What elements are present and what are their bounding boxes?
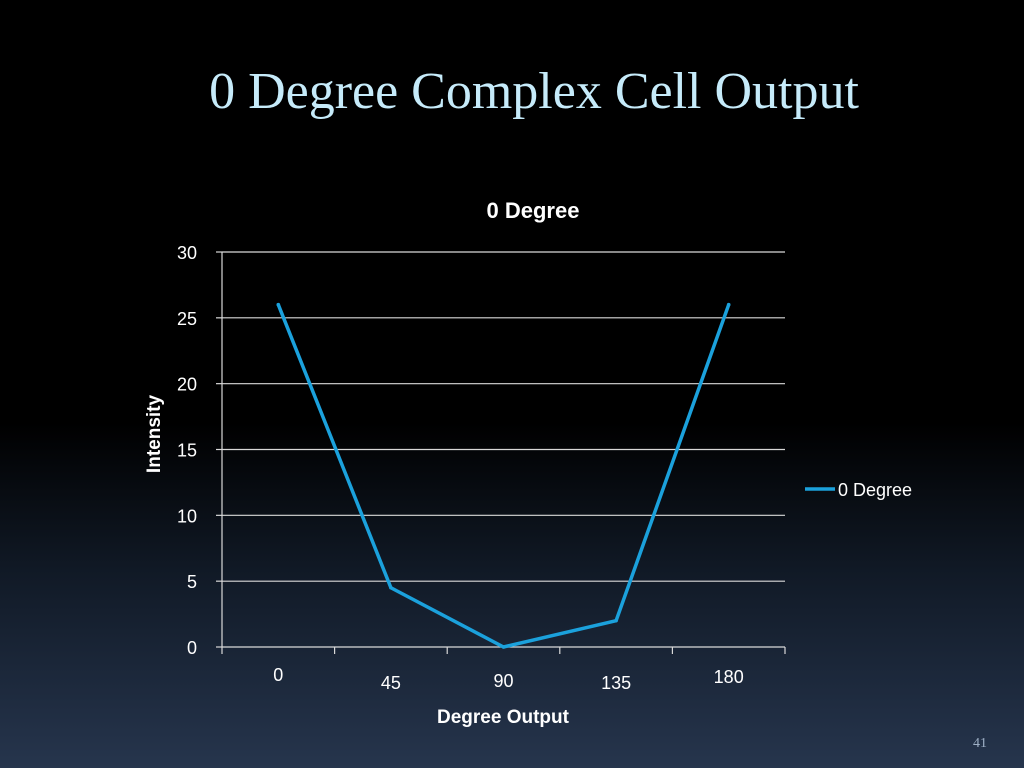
x-axis-label: Degree Output <box>437 707 570 728</box>
y-tick-label: 5 <box>187 572 197 592</box>
slide-title: 0 Degree Complex Cell Output <box>209 63 859 120</box>
y-tick-label: 0 <box>187 638 197 658</box>
series-line <box>276 302 731 649</box>
x-tick-label: 135 <box>601 673 631 693</box>
chart-title: 0 Degree <box>487 198 580 223</box>
y-tick-label: 10 <box>177 506 197 526</box>
y-tick-label: 15 <box>177 441 197 461</box>
legend: 0 Degree <box>805 480 912 500</box>
gridlines <box>222 251 785 582</box>
data-point <box>501 645 506 649</box>
y-tick-label: 25 <box>177 309 197 329</box>
data-point <box>726 302 731 307</box>
series-lines <box>276 302 731 649</box>
y-tick-label: 20 <box>177 375 197 395</box>
legend-label: 0 Degree <box>838 480 912 500</box>
y-axis-label: Intensity <box>144 395 165 474</box>
data-point <box>614 618 618 623</box>
x-tick-labels: 0 45 90 135 180 <box>273 665 743 693</box>
data-point <box>276 302 281 307</box>
y-tick-label: 30 <box>177 243 197 263</box>
x-tick-label: 90 <box>493 671 513 691</box>
x-tick-label: 45 <box>381 673 401 693</box>
data-point <box>389 585 393 590</box>
x-tick-label: 180 <box>714 667 744 687</box>
axes <box>216 251 786 654</box>
y-tick-labels: 0 5 10 15 20 25 30 <box>177 243 197 658</box>
slide-number: 41 <box>973 736 987 751</box>
x-tick-label: 0 <box>273 665 283 685</box>
